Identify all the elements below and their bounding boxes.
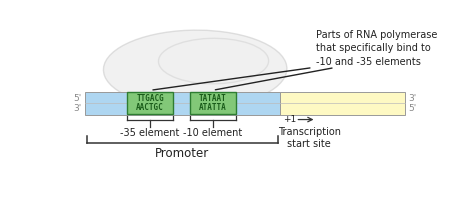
Text: +1: +1 (283, 115, 297, 124)
Text: TTGACG: TTGACG (137, 95, 164, 103)
Text: Promoter: Promoter (155, 147, 210, 160)
Text: -35 element: -35 element (120, 127, 180, 138)
Text: Transcription
start site: Transcription start site (278, 127, 340, 149)
Ellipse shape (103, 30, 287, 108)
Bar (127, 92, 173, 114)
Text: 3': 3' (408, 94, 417, 103)
Text: 5': 5' (73, 94, 82, 103)
Bar (85, 92, 280, 115)
Text: TATAAT: TATAAT (199, 95, 227, 103)
Bar (280, 92, 404, 115)
Text: -10 element: -10 element (183, 127, 242, 138)
Bar (190, 92, 236, 114)
Text: AACTGC: AACTGC (137, 103, 164, 112)
Text: 3': 3' (73, 104, 82, 113)
Text: Parts of RNA polymerase
that specifically bind to
-10 and -35 elements: Parts of RNA polymerase that specificall… (316, 30, 438, 67)
Ellipse shape (158, 38, 269, 84)
Text: ATATTA: ATATTA (199, 103, 227, 112)
Text: 5': 5' (408, 104, 417, 113)
